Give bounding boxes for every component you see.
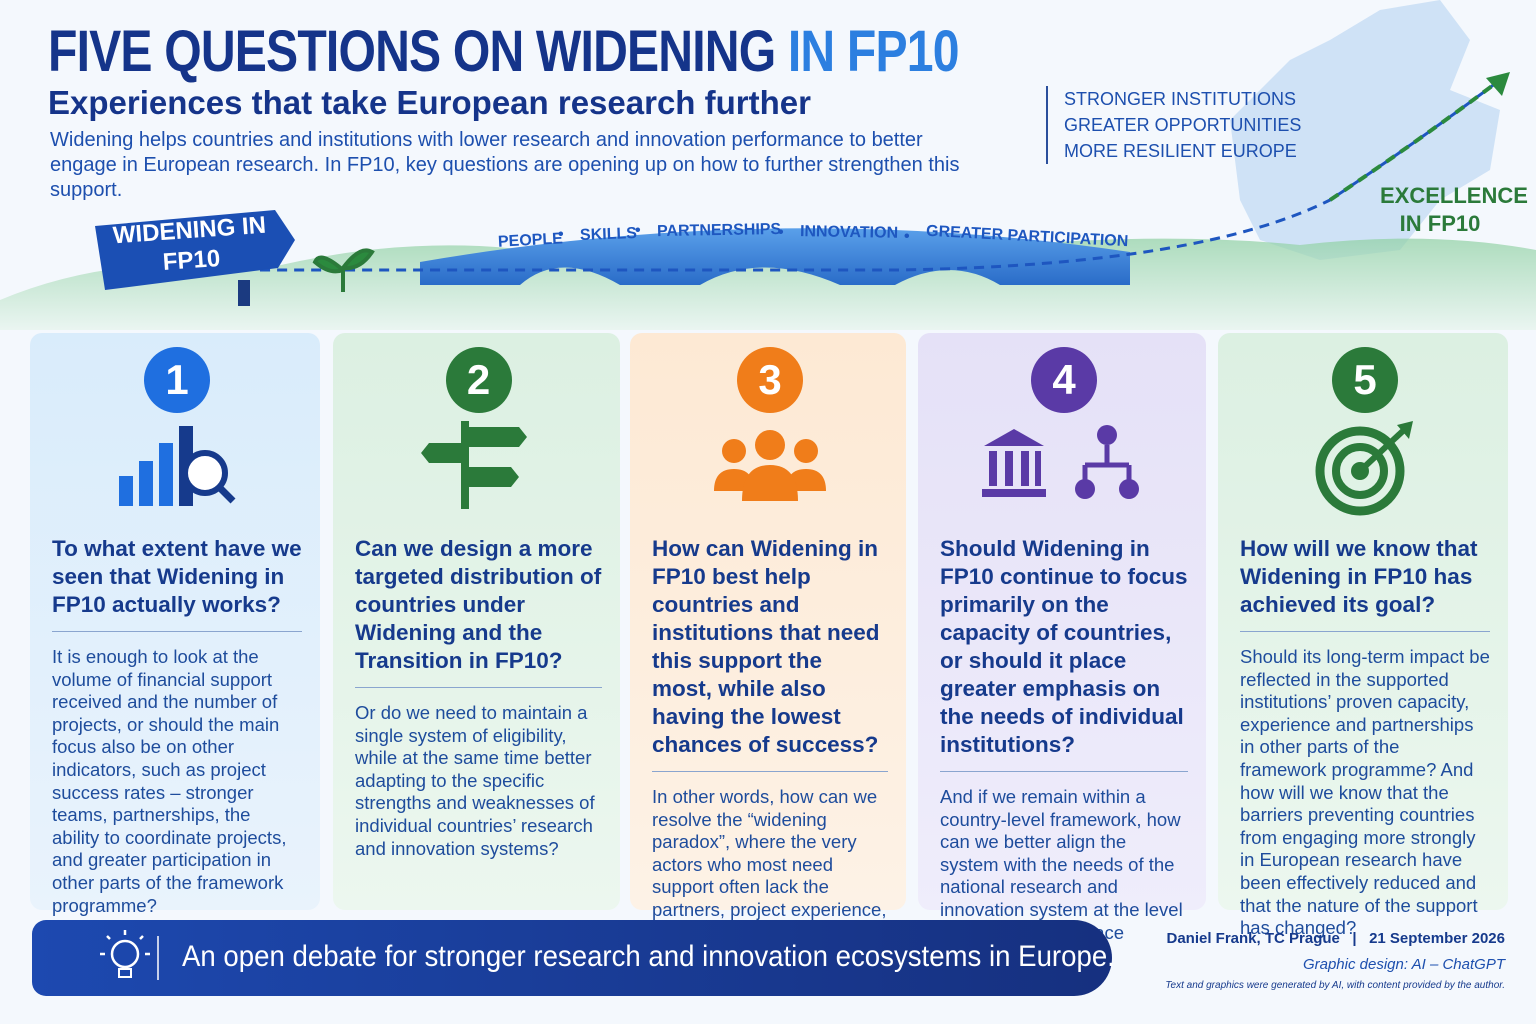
icon-graphic	[982, 425, 1139, 499]
sprout	[312, 248, 375, 292]
card-body: Should its long-term impact be reflected…	[1240, 646, 1490, 939]
title-main: FIVE QUESTIONS ON WIDENING	[48, 19, 776, 84]
card-number: 2	[445, 347, 512, 413]
card-icon	[52, 421, 302, 521]
byline: Daniel Frank, TC Prague | 21 September 2…	[1166, 930, 1505, 947]
card-body: Or do we need to maintain a single syste…	[355, 702, 595, 859]
bullet-dot: •	[558, 226, 564, 243]
question-card: 5 How will we know that Widening in FP10 …	[1218, 333, 1508, 938]
question-card: 1 To what extent have we seen that Wideni…	[30, 333, 320, 916]
bulb-icon	[100, 930, 159, 980]
card-icon	[1240, 421, 1490, 521]
card-icon	[652, 421, 888, 521]
card-question: Should Widening in FP10 continue to focu…	[940, 535, 1188, 772]
card-number: 3	[737, 347, 803, 413]
bridge	[420, 228, 1130, 285]
question-card: 2 Can we design a more targeted distribut…	[333, 333, 620, 910]
taglines: STRONGER INSTITUTIONS GREATER OPPORTUNIT…	[1046, 86, 1301, 164]
header-art	[0, 0, 1536, 330]
card-question: Can we design a more targeted distributi…	[355, 535, 602, 688]
banner-text: An open debate for stronger research and…	[182, 940, 1115, 973]
icon-graphic	[714, 430, 826, 501]
date: 21 September 2026	[1369, 930, 1505, 947]
credit: Graphic design: AI – ChatGPT	[1302, 956, 1505, 973]
keyword: PEOPLE	[497, 230, 564, 251]
card-number: 1	[144, 347, 210, 413]
card-question: To what extent have we seen that Widenin…	[52, 535, 302, 632]
title: FIVE QUESTIONS ON WIDENING IN FP10	[48, 18, 959, 85]
progress-arrow-green	[1328, 78, 1502, 202]
card-icon	[355, 421, 602, 521]
sign-label: WIDENING IN FP10	[111, 211, 267, 276]
icon-graphic	[1315, 421, 1413, 516]
bullet-dot: •	[635, 222, 641, 239]
hills	[0, 236, 1536, 330]
bullet-dot: •	[778, 224, 784, 241]
card-number: 5	[1332, 347, 1398, 413]
tagline: GREATER OPPORTUNITIES	[1064, 115, 1302, 135]
sign-board	[95, 210, 295, 290]
author: Daniel Frank, TC Prague	[1166, 930, 1340, 947]
icon-graphic	[420, 421, 527, 509]
progress-arrow	[260, 78, 1501, 272]
card-question: How will we know that Widening in FP10 h…	[1240, 535, 1490, 632]
arrow-head	[1486, 72, 1510, 96]
title-accent: IN FP10	[787, 19, 960, 84]
excellence-label: EXCELLENCE IN FP10	[1380, 183, 1528, 236]
europe-map	[1230, 0, 1500, 260]
card-icon	[940, 421, 1188, 521]
bullet-dot: •	[904, 228, 910, 245]
icon-graphic	[119, 426, 236, 506]
note: Text and graphics were generated by AI, …	[1165, 980, 1505, 991]
keyword: SKILLS	[579, 225, 638, 244]
card-number: 4	[1031, 347, 1097, 413]
question-card: 4 Should Widening in FP10 continue to foc…	[918, 333, 1206, 965]
card-question: How can Widening in FP10 best help count…	[652, 535, 888, 772]
tagline: STRONGER INSTITUTIONS	[1064, 89, 1297, 109]
keyword: INNOVATION	[799, 223, 899, 242]
sign-post	[238, 280, 250, 306]
tagline: MORE RESILIENT EUROPE	[1064, 141, 1297, 161]
subtitle: Experiences that take European research …	[48, 84, 811, 121]
footer-banner	[32, 920, 1112, 996]
card-body: It is enough to look at the volume of fi…	[52, 646, 287, 916]
intro: Widening helps countries and institution…	[50, 129, 960, 201]
question-card: 3 How can Widening in FP10 best help coun…	[630, 333, 906, 988]
keyword: PARTNERSHIPS	[656, 220, 782, 241]
card-body: And if we remain within a country-level …	[940, 786, 1183, 965]
